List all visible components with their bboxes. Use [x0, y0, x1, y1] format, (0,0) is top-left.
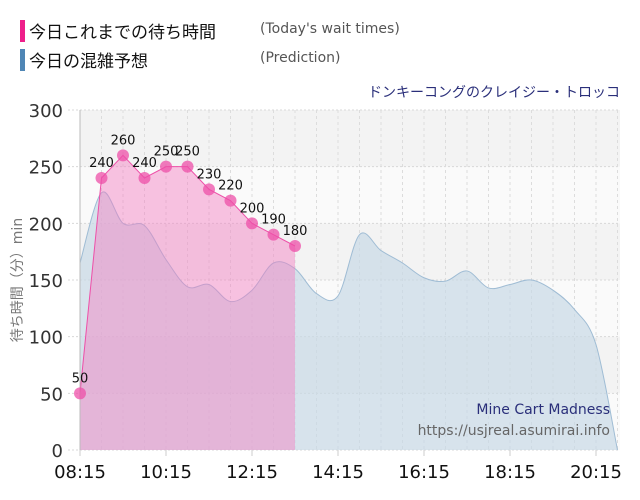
x-tick-label: 10:15 — [140, 462, 192, 483]
data-point — [203, 183, 215, 196]
watermark-url: https://usjreal.asumirai.info — [417, 423, 610, 439]
y-tick-label: 50 — [40, 384, 63, 405]
data-point — [289, 240, 301, 252]
data-point — [267, 228, 280, 241]
y-tick-label: 250 — [29, 158, 63, 179]
legend-swatch-today — [20, 20, 25, 42]
x-tick-label: 12:15 — [226, 462, 278, 483]
data-point — [74, 387, 86, 400]
legend-swatch-prediction — [20, 49, 25, 71]
axes: 0 50 100 150 200 250 300 08:15 10:15 12:15 14:15 16… — [29, 101, 622, 483]
data-point-label: 250 — [175, 145, 200, 160]
data-point-label: 220 — [218, 179, 243, 194]
y-tick-label: 100 — [29, 328, 63, 349]
data-point-label: 240 — [132, 156, 157, 171]
x-tick-label: 14:15 — [312, 462, 364, 483]
y-tick-label: 200 — [29, 214, 63, 235]
data-point-label: 250 — [154, 145, 179, 160]
legend-label-jp: 今日これまでの待ち時間 — [29, 23, 216, 43]
prediction-area — [79, 191, 618, 451]
data-point-label: 200 — [240, 201, 265, 216]
data-point — [224, 194, 237, 207]
data-point-label: 240 — [89, 156, 114, 171]
data-point-label: 50 — [72, 371, 89, 386]
legend-label-en: (Today's wait times) — [260, 21, 400, 37]
x-tick-label: 16:15 — [398, 462, 450, 483]
legend-label-jp: 今日の混雑予想 — [29, 52, 148, 72]
x-tick-label: 18:15 — [484, 462, 536, 483]
data-point-label: 260 — [111, 133, 136, 148]
y-axis-label: 待ち時間（分）min — [10, 218, 26, 342]
data-point — [95, 172, 108, 184]
data-point — [246, 217, 258, 230]
data-point-label: 230 — [197, 167, 222, 182]
watermark-title: Mine Cart Madness — [476, 402, 610, 418]
data-point — [138, 172, 151, 184]
data-point — [117, 149, 129, 162]
x-tick-label: 08:15 — [54, 462, 106, 483]
data-point — [160, 160, 172, 173]
y-tick-label: 300 — [29, 101, 63, 122]
legend-label-en: (Prediction) — [260, 50, 341, 66]
data-point-label: 190 — [261, 213, 286, 228]
ride-title: ドンキーコングのクレイジー・トロッコ — [368, 85, 620, 101]
y-tick-label: 150 — [29, 271, 63, 292]
data-point — [181, 160, 194, 173]
x-tick-label: 20:15 — [570, 462, 622, 483]
y-tick-label: 0 — [52, 441, 63, 462]
data-point-label: 180 — [283, 224, 308, 239]
